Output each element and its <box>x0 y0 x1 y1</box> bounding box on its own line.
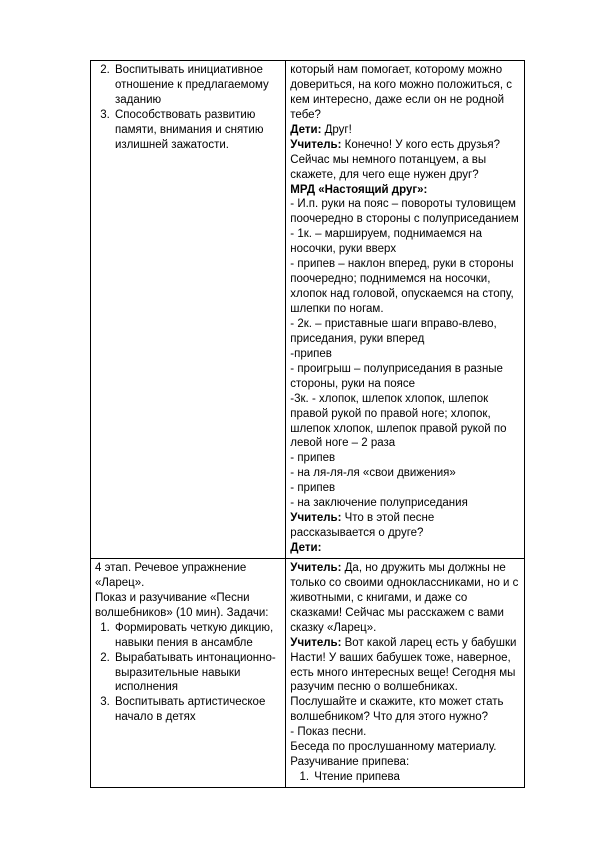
table-row: 4 этап. Речевое упражнение «Ларец». Пока… <box>91 558 525 787</box>
dialogue-line: Дети: Друг! <box>290 123 520 138</box>
deti-text: Друг! <box>321 124 351 136</box>
mrd-line: - 2к. – приставные шаги вправо-влево, пр… <box>290 317 520 347</box>
list-item: Воспитывать инициативное отношение к пре… <box>113 63 281 108</box>
list-text: Формировать четкую дикцию, навыки пения … <box>115 622 273 649</box>
list-item: Чтение припева <box>312 770 520 785</box>
mrd-line: -3к. - хлопок, шлепок хлопок, шлепок пра… <box>290 392 520 452</box>
inner-list: Чтение припева <box>312 770 520 785</box>
content-line: - Показ песни. <box>290 725 520 740</box>
cell-left-1: Воспитывать инициативное отношение к пре… <box>91 61 286 559</box>
dialogue-line: Учитель: Да, но дружить мы должны не тол… <box>290 561 520 636</box>
list-item: Способствовать развитию памяти, внимания… <box>113 108 281 153</box>
deti-label: Дети: <box>290 541 520 556</box>
table-row: Воспитывать инициативное отношение к пре… <box>91 61 525 559</box>
mrd-line: - 1к. – маршируем, поднимаемся на носочк… <box>290 227 520 257</box>
mrd-label: МРД «Настоящий друг»: <box>290 183 520 198</box>
list-text: Способствовать развитию памяти, внимания… <box>115 109 263 151</box>
list-text: Чтение припева <box>314 771 400 783</box>
mrd-line: - припев – наклон вперед, руки в стороны… <box>290 257 520 317</box>
stage-heading: 4 этап. Речевое упражнение «Ларец». <box>95 561 281 591</box>
dialogue-line: Учитель: Вот какой ларец есть у бабушки … <box>290 636 520 726</box>
teacher-label: Учитель: <box>290 562 341 574</box>
list-text: Воспитывать артистическое начало в детях <box>115 696 265 723</box>
mrd-line: - припев <box>290 481 520 496</box>
intro-text: который нам помогает, которому можно дов… <box>290 63 520 123</box>
mrd-line: -припев <box>290 347 520 362</box>
mrd-line: - И.п. руки на пояс – повороты туловищем… <box>290 197 520 227</box>
document-page: Воспитывать инициативное отношение к пре… <box>0 0 595 828</box>
stage-sub: Показ и разучивание «Песни волшебников» … <box>95 591 281 621</box>
lesson-table: Воспитывать инициативное отношение к пре… <box>90 60 525 788</box>
cell-right-2: Учитель: Да, но дружить мы должны не тол… <box>286 558 525 787</box>
list-item: Формировать четкую дикцию, навыки пения … <box>113 621 281 651</box>
teacher-label: Учитель: <box>290 512 341 524</box>
deti-label: Дети: <box>290 124 321 136</box>
mrd-line: - проигрыш – полуприседания в разные сто… <box>290 362 520 392</box>
content-line: Разучивание припева: <box>290 755 520 770</box>
mrd-line: - на заключение полуприседания <box>290 496 520 511</box>
mrd-line: - припев <box>290 451 520 466</box>
content-line: Беседа по прослушанному материалу. <box>290 740 520 755</box>
list-item: Воспитывать артистическое начало в детях <box>113 695 281 725</box>
list-text: Вырабатывать интонационно-выразительные … <box>115 652 276 694</box>
teacher-text: Вот какой ларец есть у бабушки Насти! У … <box>290 637 516 724</box>
teacher-label: Учитель: <box>290 637 341 649</box>
teacher-label: Учитель: <box>290 139 341 151</box>
dialogue-line: Учитель: Конечно! У кого есть друзья? Се… <box>290 138 520 183</box>
mrd-line: - на ля-ля-ля «свои движения» <box>290 466 520 481</box>
dialogue-line: Учитель: Что в этой песне рассказывается… <box>290 511 520 541</box>
task-list-2: Формировать четкую дикцию, навыки пения … <box>113 621 281 726</box>
cell-left-2: 4 этап. Речевое упражнение «Ларец». Пока… <box>91 558 286 787</box>
task-list-1: Воспитывать инициативное отношение к пре… <box>113 63 281 153</box>
list-text: Воспитывать инициативное отношение к пре… <box>115 64 269 106</box>
cell-right-1: который нам помогает, которому можно дов… <box>286 61 525 559</box>
list-item: Вырабатывать интонационно-выразительные … <box>113 651 281 696</box>
